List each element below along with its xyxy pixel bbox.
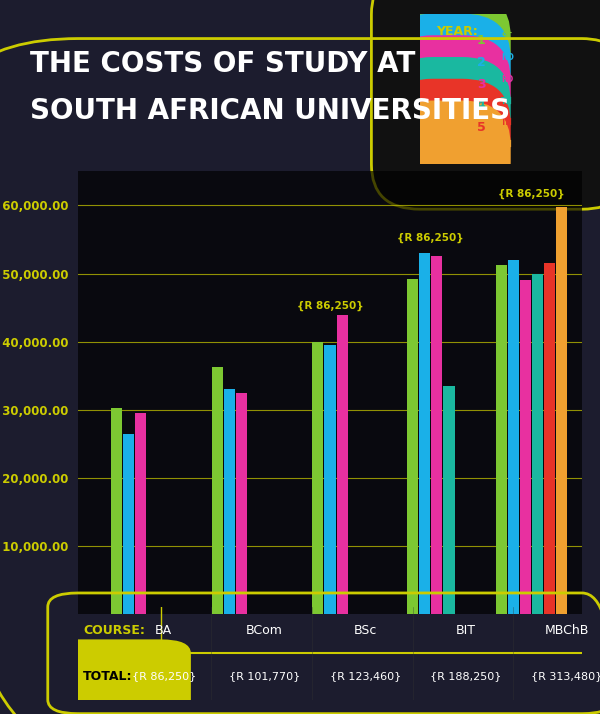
FancyBboxPatch shape <box>48 640 191 714</box>
Text: RD: RD <box>501 75 513 84</box>
Text: COURSE:: COURSE: <box>83 623 145 637</box>
Text: ND: ND <box>501 54 514 62</box>
FancyBboxPatch shape <box>371 0 600 209</box>
Text: BSc: BSc <box>353 623 377 637</box>
Text: BA: BA <box>155 623 172 637</box>
Text: {R 86,250}: {R 86,250} <box>296 301 364 311</box>
Text: 4: 4 <box>476 99 485 112</box>
Bar <box>520 281 531 614</box>
Text: 5: 5 <box>476 121 485 134</box>
Bar <box>212 367 223 614</box>
Bar <box>135 413 146 614</box>
Bar <box>236 393 247 614</box>
Bar <box>532 273 543 614</box>
Text: 2: 2 <box>476 56 485 69</box>
Text: {R 86,250}: {R 86,250} <box>131 671 196 682</box>
FancyBboxPatch shape <box>385 14 511 120</box>
Bar <box>224 389 235 614</box>
Text: 6: 6 <box>476 143 485 156</box>
FancyBboxPatch shape <box>385 79 511 185</box>
Text: MBChB: MBChB <box>545 623 589 637</box>
Bar <box>419 253 430 614</box>
Bar <box>443 386 455 614</box>
Bar <box>337 315 347 614</box>
Bar <box>407 278 418 614</box>
Text: {R 86,250}: {R 86,250} <box>397 233 464 243</box>
Text: {R 86,250}: {R 86,250} <box>498 188 565 198</box>
Text: TH: TH <box>501 96 513 106</box>
Text: {R 313,480}: {R 313,480} <box>531 671 600 682</box>
Bar <box>508 260 519 614</box>
Text: 1: 1 <box>476 34 485 47</box>
Bar <box>111 408 122 614</box>
FancyBboxPatch shape <box>385 0 511 99</box>
Text: THE COSTS OF STUDY AT: THE COSTS OF STUDY AT <box>30 50 415 79</box>
Text: TOTAL:: TOTAL: <box>83 670 133 683</box>
Bar <box>496 265 507 614</box>
Bar <box>556 207 568 614</box>
Text: TH: TH <box>501 140 513 149</box>
FancyBboxPatch shape <box>385 35 511 141</box>
FancyBboxPatch shape <box>385 57 511 164</box>
Text: BCom: BCom <box>246 623 283 637</box>
Bar <box>313 341 323 614</box>
Text: TH: TH <box>501 119 513 128</box>
Bar <box>325 345 335 614</box>
Text: 3: 3 <box>476 78 485 91</box>
Text: SOUTH AFRICAN UNIVERSITIES: SOUTH AFRICAN UNIVERSITIES <box>30 96 510 125</box>
Text: ST: ST <box>501 31 512 41</box>
Text: {R 101,770}: {R 101,770} <box>229 671 300 682</box>
Bar <box>431 256 442 614</box>
Bar <box>123 433 134 614</box>
Text: {R 123,460}: {R 123,460} <box>329 671 401 682</box>
Bar <box>544 263 556 614</box>
Text: YEAR:: YEAR: <box>436 25 478 38</box>
Text: BIT: BIT <box>456 623 476 637</box>
FancyBboxPatch shape <box>385 101 511 207</box>
Text: {R 188,250}: {R 188,250} <box>430 671 502 682</box>
